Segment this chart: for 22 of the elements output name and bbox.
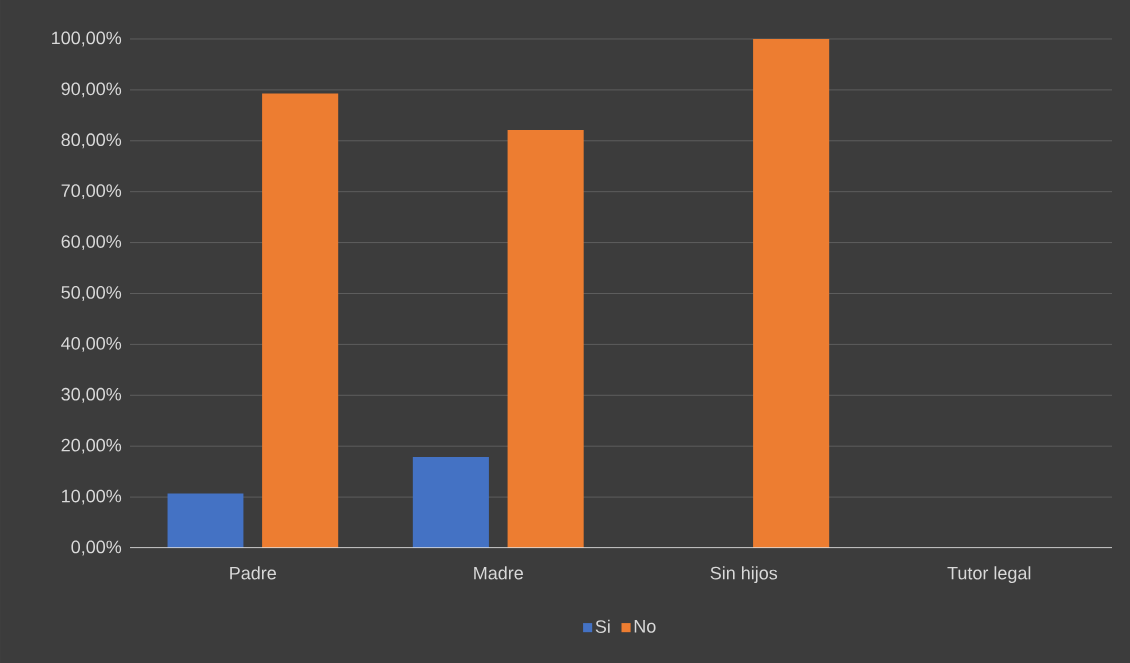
- x-tick-label: Padre: [230, 566, 276, 580]
- y-tick-label: 100,00%: [52, 31, 122, 47]
- y-tick-label: 30,00%: [61, 387, 122, 403]
- y-tick-label: 80,00%: [61, 133, 122, 149]
- y-tick-label: 10,00%: [62, 489, 122, 505]
- legend-label: Si: [595, 619, 610, 633]
- bar: [753, 38, 830, 548]
- bar: [167, 493, 244, 548]
- y-tick-label: 40,00%: [61, 336, 122, 352]
- y-tick-label: 20,00%: [61, 438, 122, 454]
- x-tick-label: Tutor legal: [947, 566, 1031, 584]
- bar: [412, 456, 489, 548]
- y-tick-label: 0,00%: [71, 540, 122, 556]
- y-tick-label: 70,00%: [61, 184, 122, 200]
- legend-label: No: [634, 620, 656, 633]
- x-tick-label: Madre: [474, 566, 523, 580]
- bar: [262, 93, 339, 548]
- y-tick-label: 60,00%: [61, 235, 122, 251]
- y-tick-label: 90,00%: [61, 82, 122, 98]
- bar: [507, 130, 584, 548]
- x-tick-label: Sin hijos: [710, 566, 778, 584]
- y-tick-label: 50,00%: [61, 286, 122, 301]
